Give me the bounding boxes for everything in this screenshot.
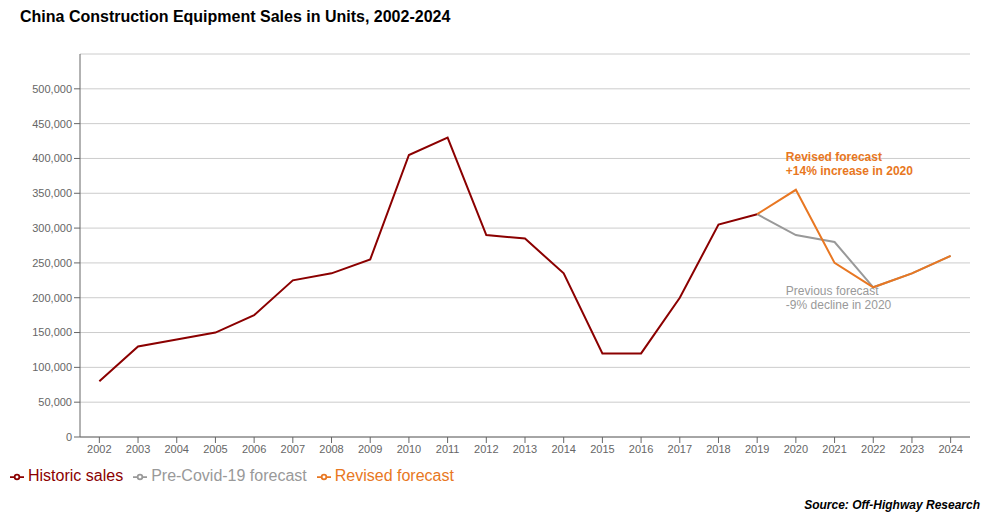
svg-text:2004: 2004	[164, 443, 188, 455]
svg-text:150,000: 150,000	[32, 326, 72, 338]
svg-text:2014: 2014	[551, 443, 575, 455]
svg-text:Revised forecast+14% increase: Revised forecast+14% increase in 2020	[786, 150, 913, 178]
html-text:Revised forecast: Revised forecast	[334, 467, 454, 484]
svg-text:450,000: 450,000	[32, 118, 72, 130]
svg-text:2024: 2024	[938, 443, 962, 455]
html-text:Historic sales: Historic sales	[28, 467, 124, 484]
svg-text:2003: 2003	[126, 443, 150, 455]
svg-text:2019: 2019	[745, 443, 769, 455]
svg-text:2005: 2005	[203, 443, 227, 455]
svg-text:300,000: 300,000	[32, 222, 72, 234]
svg-text:200,000: 200,000	[32, 292, 72, 304]
svg-text:2015: 2015	[590, 443, 614, 455]
svg-text:250,000: 250,000	[32, 257, 72, 269]
svg-text:2010: 2010	[397, 443, 421, 455]
svg-text:2002: 2002	[87, 443, 111, 455]
html-text:Source: Off-Highway Research: Source: Off-Highway Research	[804, 498, 980, 512]
svg-text:0: 0	[66, 431, 72, 443]
html-text:China Construction Equipment S: China Construction Equipment Sales in Un…	[20, 8, 451, 25]
svg-text:2011: 2011	[436, 443, 460, 455]
svg-text:2009: 2009	[358, 443, 382, 455]
html-text:Pre-Covid-19 forecast: Pre-Covid-19 forecast	[151, 467, 307, 484]
svg-text:100,000: 100,000	[32, 361, 72, 373]
svg-text:500,000: 500,000	[32, 83, 72, 95]
svg-text:2017: 2017	[668, 443, 692, 455]
svg-text:2013: 2013	[513, 443, 537, 455]
svg-text:2006: 2006	[242, 443, 266, 455]
svg-text:2018: 2018	[706, 443, 730, 455]
svg-text:2016: 2016	[629, 443, 653, 455]
svg-text:50,000: 50,000	[38, 396, 72, 408]
svg-text:2021: 2021	[822, 443, 846, 455]
svg-text:2020: 2020	[784, 443, 808, 455]
svg-text:Previous forecast-9% decline i: Previous forecast-9% decline in 2020	[786, 284, 892, 312]
svg-text:350,000: 350,000	[32, 187, 72, 199]
svg-text:2023: 2023	[900, 443, 924, 455]
svg-text:2008: 2008	[319, 443, 343, 455]
svg-text:2022: 2022	[861, 443, 885, 455]
svg-text:2012: 2012	[474, 443, 498, 455]
svg-text:2007: 2007	[281, 443, 305, 455]
svg-text:400,000: 400,000	[32, 152, 72, 164]
